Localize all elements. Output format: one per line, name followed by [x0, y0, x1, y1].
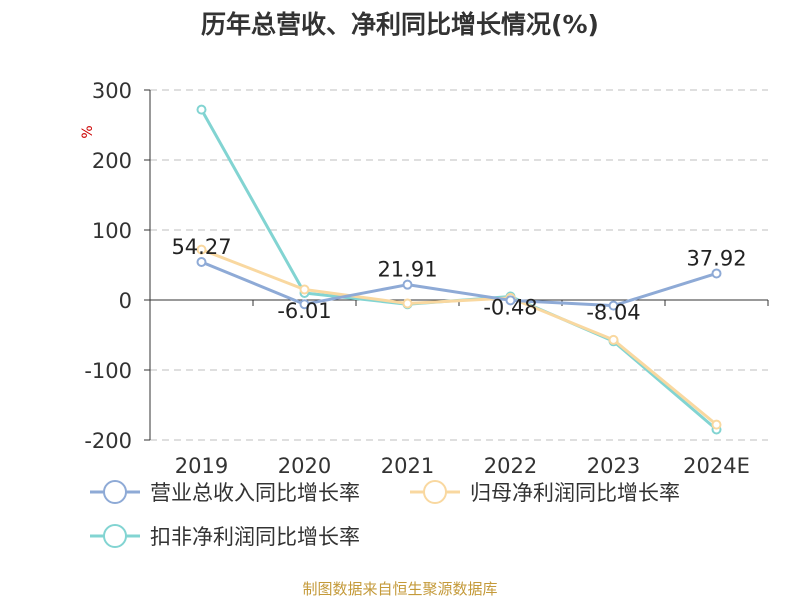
data-point [196, 257, 207, 268]
series-line [200, 248, 718, 426]
data-point [402, 298, 413, 309]
series-line [200, 108, 718, 431]
data-label: 54.27 [171, 235, 231, 259]
data-label: -6.01 [277, 299, 331, 323]
x-tick-label: 2024E [683, 454, 750, 478]
data-point [505, 295, 516, 306]
data-label: 37.92 [686, 246, 746, 270]
x-tick-label: 2019 [175, 454, 228, 478]
legend-label: 扣非净利润同比增长率 [150, 525, 360, 549]
series-line [200, 260, 717, 308]
data-point [299, 284, 310, 295]
y-tick-label: -100 [84, 359, 132, 383]
data-point [299, 299, 310, 310]
y-tick-label: 0 [119, 289, 132, 313]
data-label: -0.48 [483, 295, 537, 319]
chart-title: 历年总营收、净利同比增长情况(%) [201, 10, 599, 39]
legend-item[interactable]: 归母净利润同比增长率 [410, 480, 680, 505]
data-point [711, 419, 722, 430]
data-point [608, 334, 619, 345]
legend-label: 营业总收入同比增长率 [150, 481, 360, 505]
y-tick-label: 200 [92, 149, 132, 173]
source-note: 制图数据来自恒生聚源数据库 [302, 580, 497, 598]
x-tick-label: 2023 [587, 454, 640, 478]
x-tick-label: 2020 [278, 454, 331, 478]
data-point [196, 104, 207, 115]
data-point [608, 300, 619, 311]
legend-item[interactable]: 扣非净利润同比增长率 [90, 524, 360, 549]
legend-label: 归母净利润同比增长率 [470, 481, 680, 505]
axes: 300 200 100 0 -100 -200 2019 2020 2021 2022 2023 20… [84, 79, 769, 478]
y-tick-label: -200 [84, 429, 132, 453]
legend-marker [103, 524, 127, 548]
data-labels: 54.27 -6.01 21.91 -0.48 -8.04 37.92 [171, 235, 746, 325]
data-label: -8.04 [586, 301, 640, 325]
y-axis-unit-label: % [80, 125, 96, 138]
data-label: 21.91 [377, 258, 437, 282]
x-tick-label: 2022 [484, 454, 537, 478]
data-point [711, 268, 722, 279]
x-tick-label: 2021 [381, 454, 434, 478]
legend-item[interactable]: 营业总收入同比增长率 [90, 480, 360, 505]
y-tick-label: 100 [92, 219, 132, 243]
data-point [402, 279, 413, 290]
grid-lines [150, 89, 768, 441]
y-tick-label: 300 [92, 79, 132, 103]
data-point [196, 244, 207, 255]
series-lines [196, 104, 722, 435]
legend-marker [423, 480, 447, 504]
legend-marker [103, 480, 127, 504]
